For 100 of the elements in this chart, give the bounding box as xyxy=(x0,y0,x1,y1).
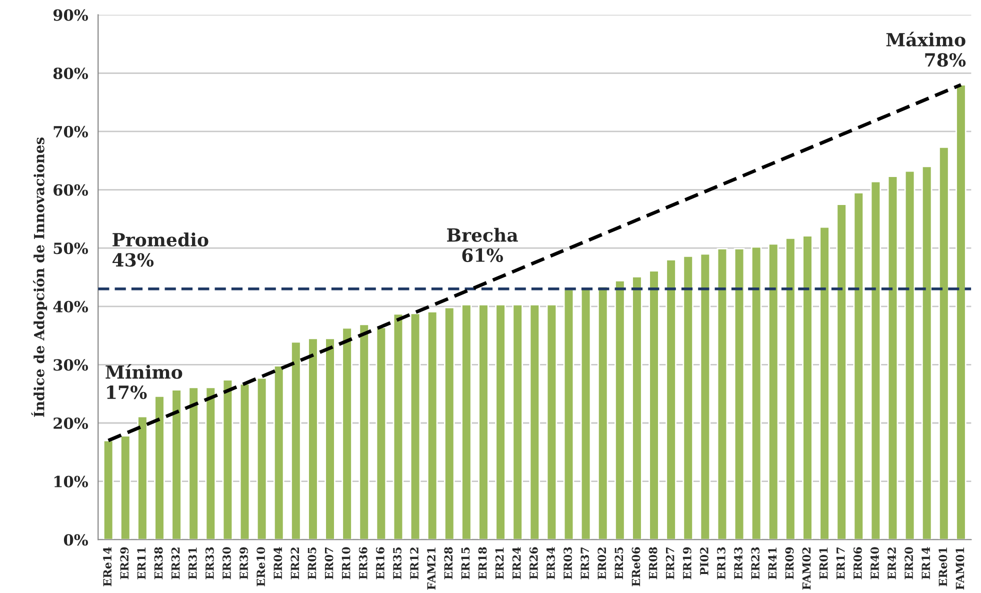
x-tick-label: ER33 xyxy=(205,547,214,580)
x-tick-label: FAM01 xyxy=(956,548,964,590)
bar xyxy=(956,84,966,540)
bar xyxy=(836,204,847,540)
x-tick-label: ER04 xyxy=(274,547,282,580)
y-tick-label: 50% xyxy=(54,242,88,254)
bar xyxy=(870,180,882,540)
x-tick-label: ER42 xyxy=(888,548,896,580)
x-tick-label: ER34 xyxy=(546,547,555,580)
x-tick-label: ER09 xyxy=(785,547,794,580)
x-tick-label: FAM21 xyxy=(427,548,436,590)
x-tick-label: ER14 xyxy=(922,547,930,580)
x-tick-label: ER29 xyxy=(120,547,129,580)
bar xyxy=(597,286,608,540)
bar xyxy=(290,341,302,540)
bar xyxy=(154,395,165,540)
bar xyxy=(495,304,506,540)
bar xyxy=(171,389,182,540)
x-tick-label: ER24 xyxy=(512,547,521,580)
bar xyxy=(768,243,779,540)
x-tick-label: ER13 xyxy=(717,547,726,580)
bar xyxy=(188,386,199,540)
bar xyxy=(308,338,318,540)
bar xyxy=(222,379,234,540)
bar xyxy=(700,253,711,540)
y-axis-title: Índice de Adopción de Innovaciones xyxy=(31,137,48,417)
bar xyxy=(342,327,352,540)
y-tick-label: 70% xyxy=(54,126,88,138)
bar xyxy=(426,310,438,540)
y-tick-label: 20% xyxy=(54,417,88,430)
annotation: Máximo 78% xyxy=(886,32,966,67)
bar xyxy=(563,288,574,540)
x-tick-label: ER18 xyxy=(478,547,487,580)
bar xyxy=(137,416,148,540)
x-tick-label: FAM02 xyxy=(802,548,811,590)
y-tick-label: 40% xyxy=(53,300,88,312)
annotation: Mínimo 17% xyxy=(106,364,182,400)
bar xyxy=(887,176,898,540)
x-tick-label: ER37 xyxy=(580,547,590,580)
bar xyxy=(376,326,387,540)
x-tick-label: ERe14 xyxy=(103,547,112,586)
x-tick-label: ER20 xyxy=(904,547,914,580)
x-tick-label: ERe10 xyxy=(256,547,266,586)
bar xyxy=(358,324,370,540)
x-tick-label: ER22 xyxy=(290,548,299,580)
bar xyxy=(410,312,421,540)
x-tick-label: ER01 xyxy=(819,548,828,580)
bar xyxy=(546,304,558,540)
y-tick-label: 10% xyxy=(54,476,88,488)
x-tick-label: ER35 xyxy=(393,547,402,580)
x-tick-label: ER11 xyxy=(137,548,146,580)
x-tick-label: ER19 xyxy=(682,547,692,580)
bar xyxy=(904,170,916,540)
x-tick-label: ER10 xyxy=(342,547,350,580)
y-tick-label: 0% xyxy=(64,534,88,546)
bar xyxy=(734,248,745,540)
x-tick-label: ER41 xyxy=(768,548,776,580)
bar xyxy=(478,304,489,540)
x-tick-label: ER02 xyxy=(598,548,606,580)
annotation: Brecha 61% xyxy=(447,228,518,262)
y-tick-label: 80% xyxy=(53,68,88,80)
x-tick-label: ER40 xyxy=(870,547,879,580)
x-tick-label: ER28 xyxy=(444,547,453,580)
y-tick-label: 30% xyxy=(54,359,88,371)
bar xyxy=(750,246,762,540)
x-tick-label: ER16 xyxy=(376,547,384,580)
bar xyxy=(102,440,114,540)
bar xyxy=(853,192,864,540)
bar xyxy=(921,166,932,540)
x-tick-label: ER31 xyxy=(188,548,197,580)
x-tick-label: ERe01 xyxy=(938,548,948,586)
bar xyxy=(716,248,728,540)
x-tick-label: ER17 xyxy=(836,547,845,580)
x-tick-label: ER39 xyxy=(240,547,248,580)
x-tick-label: ER36 xyxy=(358,547,368,580)
bar xyxy=(648,270,660,540)
bar xyxy=(273,365,284,540)
x-tick-label: ER08 xyxy=(648,547,658,580)
bar xyxy=(802,235,813,540)
bar xyxy=(529,304,540,540)
bar xyxy=(938,146,950,540)
bar xyxy=(512,304,523,540)
bar xyxy=(819,226,830,540)
y-tick-label: 90% xyxy=(53,9,88,21)
bar xyxy=(461,304,472,540)
bar xyxy=(256,377,268,540)
x-tick-label: ER12 xyxy=(410,548,418,580)
bar xyxy=(205,386,216,540)
x-tick-label: ER06 xyxy=(853,547,862,580)
y-tick-label: 60% xyxy=(54,184,88,196)
x-tick-label: ER27 xyxy=(666,547,674,580)
x-tick-label: ER30 xyxy=(222,547,231,580)
x-tick-label: ER26 xyxy=(529,547,538,580)
bar xyxy=(324,338,336,540)
x-tick-label: ER43 xyxy=(734,547,742,580)
x-tick-label: ER25 xyxy=(614,547,624,580)
bar xyxy=(120,435,131,540)
bar xyxy=(444,306,455,540)
x-tick-label: ER32 xyxy=(171,548,180,580)
x-tick-label: ER03 xyxy=(564,547,572,580)
